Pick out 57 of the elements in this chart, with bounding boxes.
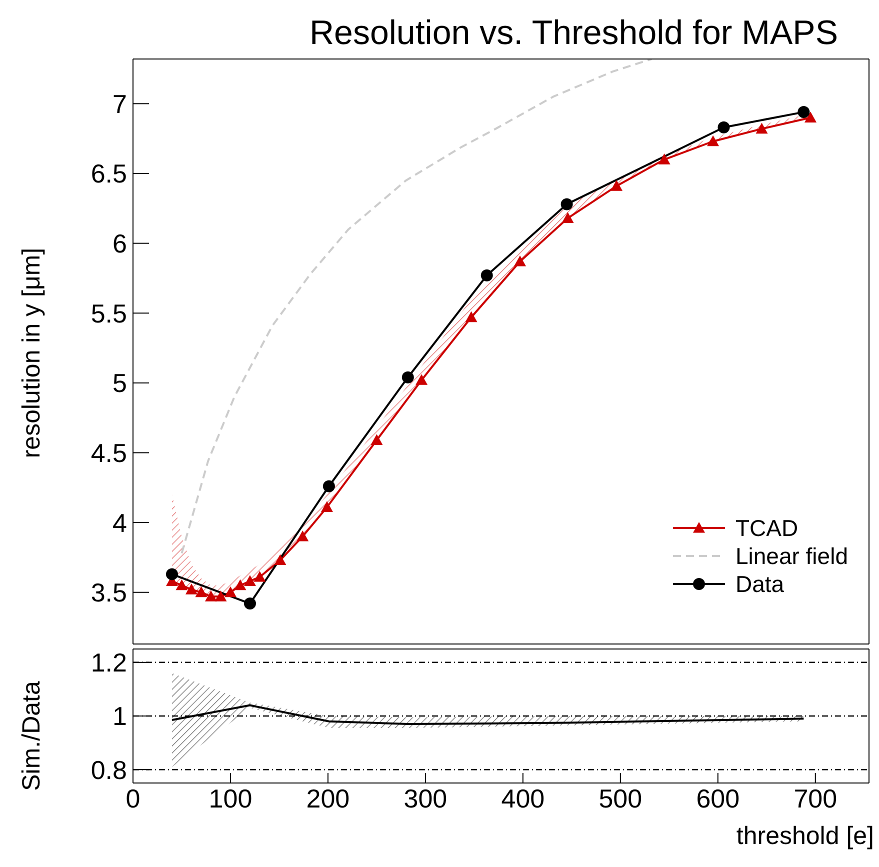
point	[244, 598, 256, 610]
x-tick-label: 200	[306, 783, 350, 814]
point	[320, 501, 333, 512]
point	[370, 434, 383, 445]
legend-label: Data	[735, 570, 784, 598]
point	[176, 579, 188, 590]
chart-title: Resolution vs. Threshold for MAPS	[310, 14, 838, 53]
point	[562, 212, 574, 223]
x-tick-label: 400	[501, 783, 545, 814]
point	[214, 590, 227, 602]
x-tick-label: 100	[208, 783, 252, 814]
y-tick-label: 1	[112, 701, 127, 732]
y-tick-label: 0.8	[90, 754, 127, 785]
point	[718, 121, 730, 134]
point	[514, 255, 526, 266]
legend-label: TCAD	[735, 514, 798, 542]
point	[402, 371, 414, 384]
point	[804, 112, 817, 122]
y-axis-title: resolution in y [μm]	[18, 248, 46, 458]
line-series	[180, 59, 653, 554]
point	[465, 311, 478, 322]
y-tick-label: 3.5	[90, 578, 127, 608]
point	[274, 554, 286, 566]
point	[166, 568, 178, 580]
point	[658, 154, 670, 164]
point	[756, 122, 768, 134]
point	[416, 374, 428, 385]
x-tick-label: 0	[126, 783, 140, 814]
x-tick-label: 300	[404, 783, 448, 814]
y-tick-label: 4	[112, 508, 127, 538]
point	[707, 135, 720, 146]
y-tick-label: 1.2	[90, 648, 127, 678]
point	[204, 590, 217, 602]
x-axis-title: threshold [e]	[736, 822, 874, 851]
y-tick-label: 5.5	[90, 298, 127, 328]
point	[798, 106, 810, 118]
point	[560, 198, 573, 210]
point	[185, 584, 198, 594]
y-tick-label: 4.5	[90, 438, 127, 468]
point	[480, 269, 493, 282]
point	[322, 480, 335, 492]
point	[254, 570, 266, 582]
point	[244, 575, 256, 586]
point	[195, 586, 208, 598]
point	[610, 180, 623, 191]
y-tick-label: 5	[112, 368, 127, 398]
y-axis-title: Sim./Data	[18, 680, 46, 790]
x-tick-label: 500	[598, 783, 642, 814]
y-tick-label: 6.5	[90, 158, 127, 189]
point	[234, 579, 246, 590]
x-tick-label: 600	[696, 783, 740, 814]
point	[224, 586, 236, 598]
x-tick-label: 700	[794, 783, 838, 814]
legend-label: Linear field	[735, 542, 848, 570]
y-tick-label: 7	[112, 88, 127, 119]
point	[296, 530, 309, 542]
y-tick-label: 6	[112, 228, 127, 259]
